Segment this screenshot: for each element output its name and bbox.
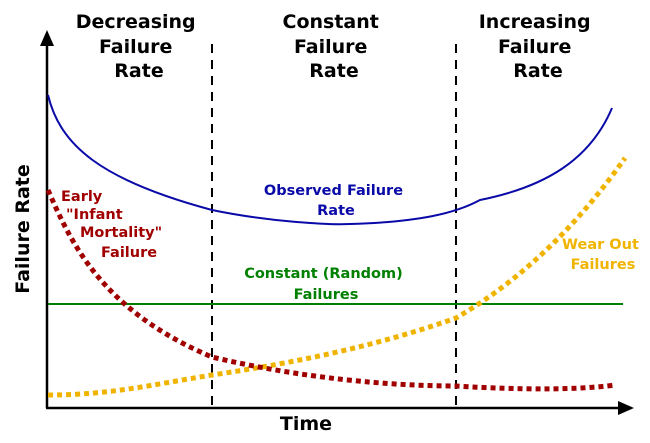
x-axis-arrow — [618, 401, 634, 415]
observed-label-line-2: Rate — [317, 203, 355, 219]
observed-label-line-1: Observed Failure — [264, 183, 403, 199]
region-heading-increasing: Increasing Failure Rate — [479, 11, 598, 82]
y-axis-arrow — [40, 30, 54, 46]
region-heading-constant-line-1: Constant — [283, 11, 379, 33]
observed-failure-rate-curve — [47, 94, 613, 226]
wearout-label-line-2: Failures — [571, 257, 636, 273]
constant-random-failures-label: Constant (Random) Failures — [244, 266, 408, 303]
region-headings: Decreasing Failure Rate Constant Failure… — [76, 11, 598, 82]
region-heading-increasing-line-3: Rate — [513, 60, 562, 82]
curve-labels: Observed Failure Rate Constant (Random) … — [61, 183, 644, 303]
infant-label-line-2: "Infant — [66, 207, 123, 223]
infant-mortality-failure-curve — [45, 188, 616, 392]
curves — [45, 94, 628, 398]
infant-mortality-failure-label: Early "Infant Mortality" Failure — [61, 189, 167, 261]
axes — [40, 30, 634, 415]
region-heading-increasing-line-1: Increasing — [479, 11, 591, 33]
observed-failure-rate-label: Observed Failure Rate — [264, 183, 408, 219]
region-heading-decreasing: Decreasing Failure Rate — [76, 11, 203, 82]
infant-label-line-3: Mortality" — [80, 225, 162, 241]
region-heading-constant: Constant Failure Rate — [283, 11, 386, 82]
infant-label-line-4: Failure — [101, 245, 157, 261]
region-heading-constant-line-3: Rate — [309, 60, 358, 82]
y-axis-label: Failure Rate — [12, 164, 34, 294]
infant-label-line-1: Early — [61, 189, 103, 205]
random-label-line-1: Constant (Random) — [244, 266, 403, 282]
region-heading-decreasing-line-2: Failure — [99, 36, 173, 58]
wear-out-failures-curve — [47, 156, 628, 398]
wear-out-failures-label: Wear Out Failures — [562, 237, 644, 273]
x-axis-label: Time — [280, 413, 332, 435]
region-heading-decreasing-line-1: Decreasing — [76, 11, 196, 33]
wearout-label-line-1: Wear Out — [562, 237, 639, 253]
region-dividers — [211, 44, 457, 408]
random-label-line-2: Failures — [294, 287, 359, 303]
region-heading-increasing-line-2: Failure — [498, 36, 572, 58]
region-heading-decreasing-line-3: Rate — [114, 60, 163, 82]
region-heading-constant-line-2: Failure — [294, 36, 368, 58]
